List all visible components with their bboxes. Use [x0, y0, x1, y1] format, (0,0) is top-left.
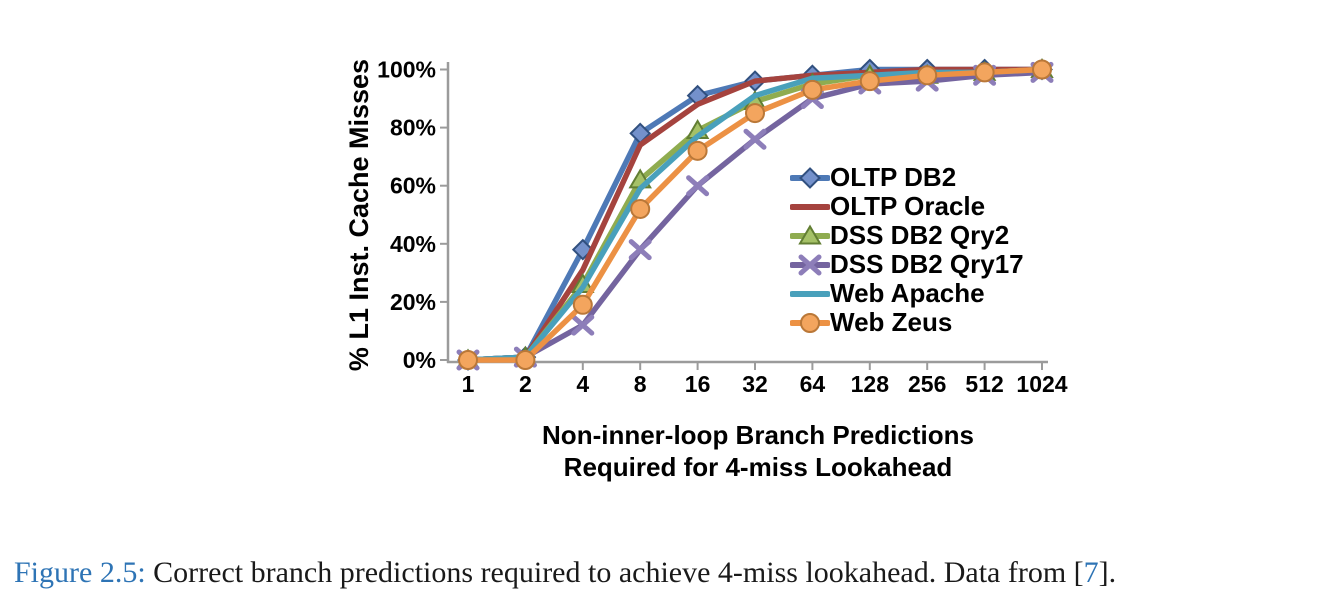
x-marker [628, 239, 652, 261]
circle-marker [859, 71, 880, 92]
citation-ref[interactable]: 7 [1083, 556, 1099, 589]
legend-label: OLTP Oracle [830, 191, 986, 221]
figure-label: Figure 2.5: [14, 556, 146, 589]
x-tick-label: 4 [576, 371, 589, 397]
circle-marker [630, 198, 651, 219]
circle-marker [458, 350, 478, 370]
legend-swatch [790, 312, 830, 333]
x-tick-label: 1 [462, 371, 475, 397]
x-marker [743, 128, 767, 150]
x-tick-label: 16 [685, 371, 711, 397]
x-axis-title-line1: Non-inner-loop Branch Predictions [542, 420, 974, 450]
y-tick-label: 20% [390, 289, 436, 315]
legend-item: OLTP DB2 [790, 162, 1024, 192]
legend-item: Web Zeus [790, 307, 1024, 337]
x-tick-label: 8 [634, 371, 647, 397]
x-tick-label: 32 [742, 371, 768, 397]
x-tick-label: 1024 [1016, 371, 1067, 397]
x-tick-label: 64 [800, 371, 826, 397]
x-tick-label: 2 [519, 371, 532, 397]
series-web-zeus [458, 59, 1052, 370]
legend-label: DSS DB2 Qry17 [830, 249, 1024, 279]
caption-bracket-close: ]. [1098, 556, 1117, 589]
circle-marker [974, 62, 995, 83]
circle-marker [800, 312, 820, 333]
y-axis-title: % L1 Inst. Cache Misses [344, 58, 374, 372]
legend-swatch [790, 203, 830, 210]
legend-label: Web Apache [830, 278, 985, 308]
x-axis-title-line2: Required for 4-miss Lookahead [563, 451, 953, 482]
series-oltp-oracle [465, 66, 1045, 363]
circle-marker [745, 103, 765, 124]
legend-item: OLTP Oracle [790, 191, 1024, 221]
legend-swatch [790, 290, 830, 297]
x-tick-label: 512 [965, 371, 1003, 397]
x-tick-label: 128 [851, 371, 890, 397]
diamond-marker [799, 166, 821, 189]
circle-marker [802, 79, 823, 100]
circle-marker [917, 65, 938, 86]
legend-label: OLTP DB2 [830, 162, 957, 192]
x-marker [798, 254, 822, 275]
circle-marker [515, 350, 536, 370]
line-chart: 0% 20% 40% 60% 80% 100% 1 2 4 8 16 32 64 128 256 512 102… [377, 57, 1068, 398]
figure-caption: Figure 2.5: Correct branch predictions r… [14, 556, 1314, 590]
series-line [465, 66, 1045, 363]
legend-swatch [790, 166, 830, 189]
legend-item: Web Apache [790, 278, 1024, 308]
circle-marker [687, 140, 708, 161]
triangle-marker [798, 224, 822, 244]
caption-bracket-open: [ [1073, 556, 1084, 589]
caption-text: Correct branch predictions required to a… [145, 556, 1074, 589]
legend-item: DSS DB2 Qry17 [790, 249, 1024, 279]
y-tick-label: 80% [390, 115, 436, 141]
legend-item: DSS DB2 Qry2 [790, 220, 1024, 250]
y-tick-label: 0% [403, 347, 436, 373]
circle-marker [1032, 59, 1052, 80]
x-marker [686, 175, 710, 197]
x-marker [571, 314, 595, 336]
legend-label: DSS DB2 Qry2 [830, 220, 1010, 250]
y-tick-label: 40% [390, 231, 436, 257]
y-tick-label: 60% [390, 173, 436, 199]
circle-marker [572, 294, 593, 315]
legend-label: Web Zeus [830, 307, 953, 337]
chart-legend: OLTP DB2 OLTP Oracle DSS DB2 Qry2 DSS DB2 Q… [790, 162, 1024, 337]
x-axis-title: Non-inner-loop Branch Predictions Requir… [458, 420, 1058, 483]
y-tick-label: 100% [377, 57, 436, 83]
x-tick-label: 256 [908, 371, 946, 397]
legend-swatch [790, 254, 830, 275]
legend-swatch [790, 224, 830, 244]
